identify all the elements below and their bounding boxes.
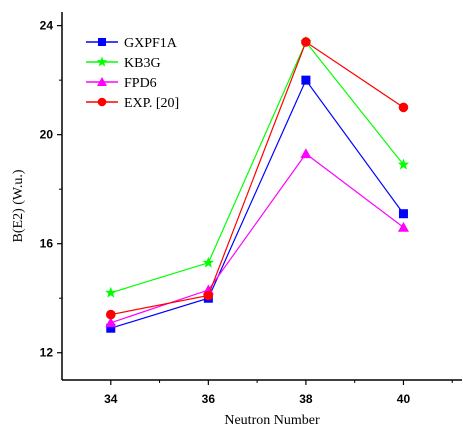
x-tick-label: 34	[104, 392, 118, 406]
y-tick-label: 12	[40, 346, 54, 360]
legend-item: GXPF1A	[86, 36, 178, 51]
circle-marker	[203, 290, 214, 301]
triangle-marker	[300, 148, 312, 159]
triangle-marker	[97, 77, 107, 86]
square-marker	[98, 38, 106, 46]
x-tick-label: 40	[397, 392, 411, 406]
y-axis-title: B(E2) (W.u.)	[11, 169, 26, 242]
star-marker	[397, 158, 410, 170]
y-tick-label: 20	[40, 128, 54, 142]
circle-marker	[97, 97, 107, 107]
legend-label: EXP. [20]	[124, 96, 179, 111]
legend-item: FPD6	[86, 76, 157, 91]
triangle-marker	[397, 221, 409, 232]
series-line	[110, 40, 404, 294]
series-line	[110, 41, 404, 316]
circle-marker	[398, 102, 409, 113]
y-ticks: 12 16 20 24	[40, 19, 62, 360]
star-marker	[202, 256, 215, 268]
series-2	[105, 148, 409, 328]
series-line	[110, 152, 404, 324]
square-marker	[106, 323, 116, 333]
star-marker	[96, 56, 108, 67]
x-tick-label: 38	[299, 392, 313, 406]
series-layer	[105, 35, 410, 333]
legend-item: EXP. [20]	[86, 96, 179, 111]
circle-marker	[105, 309, 116, 320]
triangle-marker	[105, 317, 117, 328]
x-ticks: 34 36 38 40	[104, 380, 453, 406]
plot-frame	[61, 12, 462, 381]
series-line	[110, 78, 404, 329]
legend-label: KB3G	[124, 56, 161, 71]
square-marker	[301, 75, 311, 85]
square-marker	[398, 209, 408, 219]
legend-item: KB3G	[86, 56, 161, 71]
circle-marker	[301, 37, 311, 47]
x-axis-title: Neutron Number	[224, 413, 320, 428]
legend-label: GXPF1A	[124, 36, 178, 51]
legend-label: FPD6	[124, 76, 157, 91]
x-tick-label: 36	[202, 392, 216, 406]
star-marker	[105, 286, 117, 298]
y-tick-label: 16	[40, 237, 54, 251]
y-tick-label: 24	[40, 19, 54, 33]
legend: GXPF1A KB3G FPD6 EXP. [20]	[86, 36, 179, 111]
series-3	[105, 37, 409, 320]
